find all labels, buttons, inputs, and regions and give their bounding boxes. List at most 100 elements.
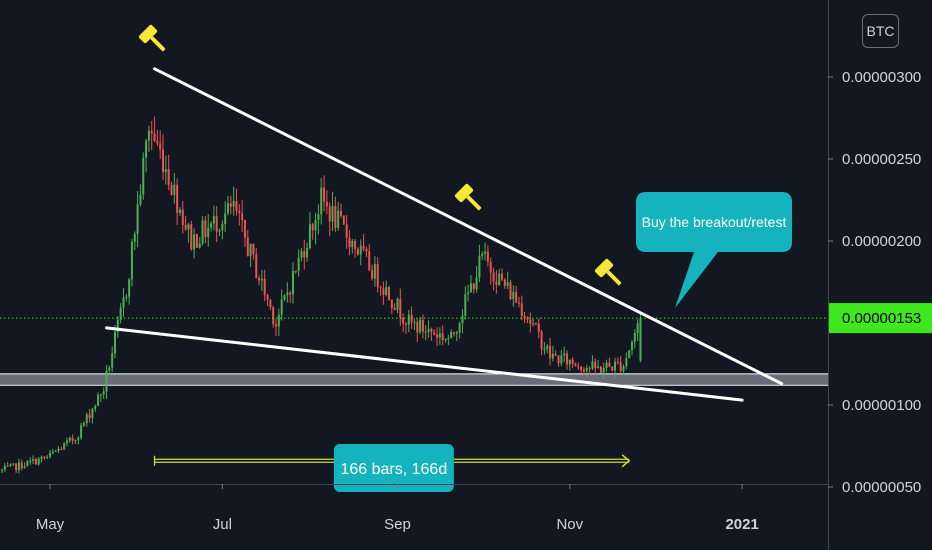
candle bbox=[314, 212, 317, 245]
candle bbox=[142, 152, 145, 200]
candle-body bbox=[427, 328, 430, 332]
candle bbox=[133, 231, 136, 251]
candle-body bbox=[162, 149, 165, 173]
candle-body bbox=[99, 394, 102, 396]
candle-body bbox=[475, 277, 478, 290]
candle-body bbox=[6, 465, 9, 467]
measure-arrow-icon bbox=[621, 454, 631, 468]
candle-body bbox=[308, 224, 311, 248]
candle-body bbox=[306, 247, 309, 258]
candle bbox=[283, 294, 286, 302]
candle bbox=[427, 320, 430, 339]
upper-trendline[interactable] bbox=[153, 67, 784, 386]
candle bbox=[588, 366, 591, 375]
candle-body bbox=[34, 459, 37, 465]
candle-body bbox=[495, 281, 498, 285]
candle bbox=[119, 302, 122, 324]
candle-body bbox=[469, 283, 472, 293]
candle bbox=[424, 325, 427, 341]
candle bbox=[80, 422, 83, 440]
callout-bubble[interactable]: Buy the breakout/retest bbox=[636, 192, 792, 308]
candle bbox=[167, 154, 170, 191]
candle bbox=[376, 257, 379, 293]
candle bbox=[320, 177, 323, 225]
candle bbox=[560, 349, 563, 367]
candle-body bbox=[385, 287, 388, 295]
candle bbox=[506, 271, 509, 290]
candle-body bbox=[574, 363, 577, 367]
candle-body bbox=[65, 440, 68, 444]
candle bbox=[568, 359, 571, 371]
candle-body bbox=[49, 452, 52, 457]
candle-body bbox=[421, 319, 424, 332]
candle bbox=[399, 288, 402, 326]
gavel-head bbox=[454, 183, 474, 203]
candle bbox=[204, 216, 207, 244]
candle-body bbox=[472, 283, 475, 290]
candle bbox=[162, 134, 165, 181]
candle-body bbox=[266, 295, 269, 300]
candle-body bbox=[243, 220, 246, 238]
price-tick-label: 0.00000050 bbox=[842, 479, 921, 496]
candle-body bbox=[20, 462, 23, 469]
candle-body bbox=[498, 273, 501, 285]
lower-trendline[interactable] bbox=[105, 326, 744, 402]
candle-body bbox=[145, 140, 148, 158]
candle bbox=[537, 318, 540, 339]
time-tick: Sep bbox=[384, 484, 411, 533]
candle-body bbox=[633, 333, 636, 342]
candle-body bbox=[147, 130, 150, 141]
candle-body bbox=[546, 345, 549, 350]
candle bbox=[68, 436, 71, 444]
price-tick-label: 0.00000100 bbox=[842, 397, 921, 414]
candle-body bbox=[517, 302, 520, 304]
candle bbox=[74, 439, 77, 445]
candle bbox=[71, 434, 74, 445]
candle bbox=[221, 220, 224, 240]
candle bbox=[164, 155, 167, 185]
candle bbox=[210, 221, 213, 232]
candle bbox=[235, 188, 238, 216]
candle-body bbox=[413, 322, 416, 324]
time-tick-label: Jul bbox=[213, 516, 232, 533]
candle-body bbox=[399, 298, 402, 318]
time-tick: Nov bbox=[556, 484, 584, 533]
candle-body bbox=[540, 331, 543, 350]
candle-body bbox=[71, 437, 74, 441]
candle-body bbox=[272, 307, 275, 325]
candle bbox=[306, 242, 309, 262]
candle-body bbox=[478, 255, 481, 278]
currency-badge[interactable]: BTC bbox=[862, 14, 899, 48]
candle bbox=[91, 407, 94, 424]
candle-body bbox=[433, 332, 436, 335]
candle-body bbox=[229, 203, 232, 207]
candle bbox=[280, 289, 283, 321]
candle bbox=[636, 319, 639, 342]
candle-body bbox=[249, 243, 252, 257]
candle bbox=[43, 455, 46, 460]
candle-body bbox=[26, 460, 29, 467]
candle bbox=[181, 201, 184, 234]
candle bbox=[198, 236, 201, 249]
candle bbox=[249, 243, 252, 267]
candle bbox=[614, 357, 617, 378]
candle-body bbox=[173, 184, 176, 195]
candle-body bbox=[286, 292, 289, 296]
candle bbox=[365, 246, 368, 258]
candle-body bbox=[523, 315, 526, 318]
candle-body bbox=[512, 291, 515, 300]
candle-body bbox=[283, 295, 286, 300]
candle bbox=[489, 257, 492, 285]
candle-body bbox=[368, 251, 371, 270]
candle bbox=[286, 282, 289, 303]
candle-body bbox=[178, 209, 181, 213]
candle-body bbox=[515, 291, 518, 303]
candle bbox=[611, 366, 614, 372]
candle-body bbox=[325, 201, 328, 207]
candle bbox=[495, 270, 498, 294]
candle-body bbox=[111, 353, 114, 368]
date-range-measure[interactable]: 166 bars, 166d bbox=[153, 444, 631, 492]
current-price-label: 0.00000153 bbox=[829, 303, 932, 334]
